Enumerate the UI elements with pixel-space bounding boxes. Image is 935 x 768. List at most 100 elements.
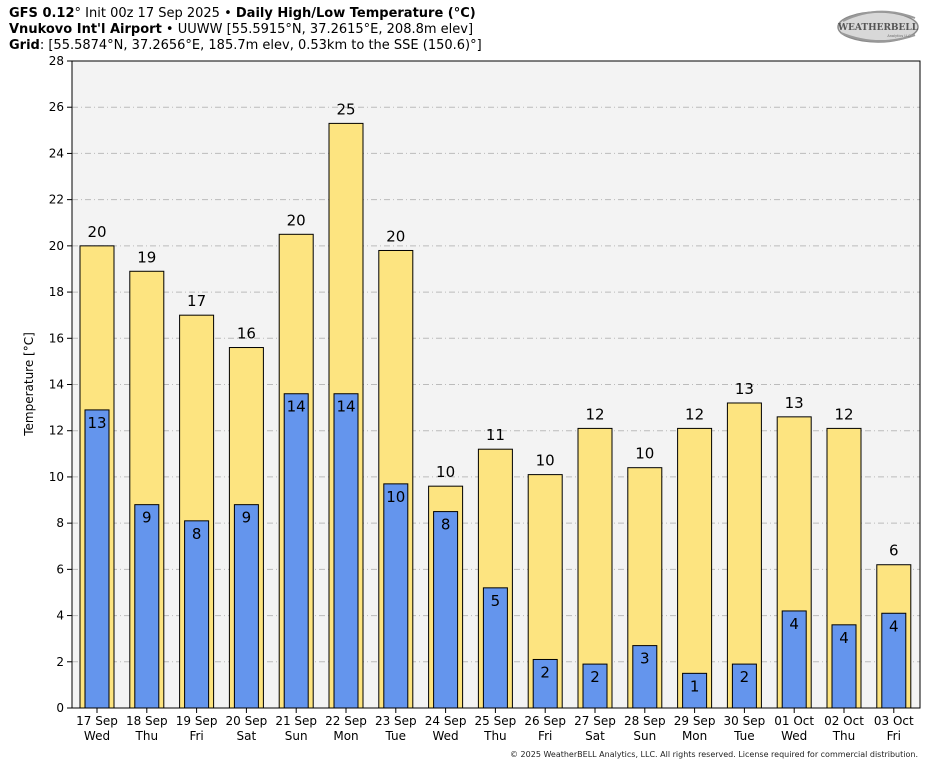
- plot-frame: [71, 60, 921, 709]
- x-tick-date: 02 Oct: [824, 714, 864, 728]
- x-tick-weekday: Wed: [84, 729, 110, 743]
- high-temp-label: 11: [486, 426, 505, 444]
- grid-details: : [55.5874°N, 37.2656°E, 185.7m elev, 0.…: [39, 38, 482, 53]
- x-tick-date: 21 Sep: [275, 714, 317, 728]
- low-temp-bar: [482, 587, 508, 709]
- y-tick-label: 16: [49, 331, 64, 345]
- y-tick-label: 22: [49, 193, 64, 207]
- high-temp-label: 13: [735, 380, 754, 398]
- x-tick-date: 30 Sep: [724, 714, 766, 728]
- x-tick-weekday: Fri: [538, 729, 552, 743]
- high-temp-bar: [677, 427, 713, 709]
- x-tick-weekday: Sat: [585, 729, 605, 743]
- low-temp-bar: [233, 504, 259, 709]
- x-tick-weekday: Fri: [887, 729, 901, 743]
- x-tick-weekday: Tue: [733, 729, 755, 743]
- low-temp-label: 9: [242, 509, 252, 527]
- copyright-notice: © 2025 WeatherBELL Analytics, LLC. All r…: [510, 750, 918, 759]
- high-temp-label: 17: [187, 292, 206, 310]
- low-temp-bar: [532, 658, 558, 709]
- station-details: • UUWW [55.5915°N, 37.2615°E, 208.8m ele…: [161, 22, 474, 37]
- x-tick-date: 28 Sep: [624, 714, 666, 728]
- high-temp-label: 10: [635, 445, 654, 463]
- degree-symbol: °: [74, 6, 82, 21]
- x-tick-date: 19 Sep: [176, 714, 218, 728]
- grid-label: Grid: [9, 38, 40, 53]
- low-temp-label: 5: [491, 592, 501, 610]
- low-temp-label: 13: [87, 414, 106, 432]
- x-tick-weekday: Mon: [333, 729, 358, 743]
- low-temp-label: 10: [386, 488, 405, 506]
- low-temp-label: 4: [889, 617, 899, 635]
- station-name: Vnukovo Int'l Airport: [9, 22, 162, 37]
- low-temp-label: 1: [690, 677, 700, 695]
- y-tick-label: 12: [49, 424, 64, 438]
- high-temp-bar: [726, 402, 762, 709]
- low-temp-bar: [383, 483, 409, 709]
- low-temp-bar: [881, 612, 907, 709]
- x-tick-weekday: Thu: [483, 729, 507, 743]
- high-temp-label: 12: [685, 405, 704, 423]
- x-tick-weekday: Mon: [682, 729, 707, 743]
- low-temp-bar: [84, 409, 110, 709]
- y-tick-label: 20: [49, 239, 64, 253]
- low-temp-bar: [781, 610, 807, 709]
- low-temp-label: 2: [540, 663, 550, 681]
- low-temp-label: 9: [142, 509, 152, 527]
- station-line: Vnukovo Int'l Airport • UUWW [55.5915°N,…: [9, 21, 473, 38]
- low-temp-bar: [134, 504, 160, 709]
- high-temp-label: 20: [87, 223, 106, 241]
- x-tick-date: 20 Sep: [226, 714, 268, 728]
- x-tick-weekday: Thu: [832, 729, 856, 743]
- svg-text:WEATHERBELL: WEATHERBELL: [837, 23, 919, 33]
- y-tick-label: 2: [56, 655, 64, 669]
- x-tick-date: 22 Sep: [325, 714, 367, 728]
- x-tick-weekday: Wed: [433, 729, 459, 743]
- high-temp-label: 20: [287, 211, 306, 229]
- y-tick-label: 8: [56, 516, 64, 530]
- x-tick-date: 25 Sep: [475, 714, 517, 728]
- low-temp-label: 4: [789, 615, 799, 633]
- weatherbell-logo: WEATHERBELL Analytics LLC: [837, 10, 919, 43]
- y-axis-title: Temperature [°C]: [22, 332, 36, 437]
- high-temp-label: 10: [436, 463, 455, 481]
- y-tick-label: 0: [56, 701, 64, 715]
- y-tick-label: 24: [49, 146, 64, 160]
- low-temp-bar: [582, 663, 608, 709]
- high-temp-label: 10: [536, 452, 555, 470]
- x-tick-date: 18 Sep: [126, 714, 168, 728]
- x-tick-weekday: Sun: [285, 729, 308, 743]
- high-temp-label: 19: [137, 248, 156, 266]
- x-tick-date: 29 Sep: [674, 714, 716, 728]
- y-tick-label: 10: [49, 470, 64, 484]
- x-tick-date: 27 Sep: [574, 714, 616, 728]
- low-temp-label: 8: [441, 516, 451, 534]
- low-temp-bar: [333, 393, 359, 709]
- high-temp-label: 25: [336, 100, 355, 118]
- svg-text:Analytics LLC: Analytics LLC: [887, 34, 911, 38]
- high-temp-label: 12: [834, 405, 853, 423]
- x-tick-date: 26 Sep: [524, 714, 566, 728]
- y-tick-label: 28: [49, 54, 64, 68]
- bar-group: 2013199178169201425142010108115102122103…: [79, 100, 912, 709]
- chart-title-line: GFS 0.12° Init 00z 17 Sep 2025 • Daily H…: [9, 5, 476, 22]
- low-temp-bar: [682, 672, 708, 709]
- high-temp-label: 13: [785, 394, 804, 412]
- y-tick-label: 14: [49, 378, 64, 392]
- y-tick-label: 6: [56, 562, 64, 576]
- low-temp-label: 3: [640, 650, 650, 668]
- x-tick-weekday: Sat: [237, 729, 257, 743]
- grid-line: Grid: [55.5874°N, 37.2656°E, 185.7m elev…: [9, 37, 482, 54]
- x-tick-weekday: Fri: [189, 729, 203, 743]
- low-temp-label: 8: [192, 525, 202, 543]
- product-title: Daily High/Low Temperature (°C): [235, 6, 476, 21]
- x-tick-weekday: Wed: [781, 729, 807, 743]
- init-time: Init 00z 17 Sep 2025 •: [81, 6, 236, 21]
- low-temp-bar: [831, 624, 857, 709]
- high-temp-label: 16: [237, 325, 256, 343]
- low-temp-label: 2: [740, 668, 750, 686]
- low-temp-bar: [184, 520, 210, 709]
- x-tick-date: 24 Sep: [425, 714, 467, 728]
